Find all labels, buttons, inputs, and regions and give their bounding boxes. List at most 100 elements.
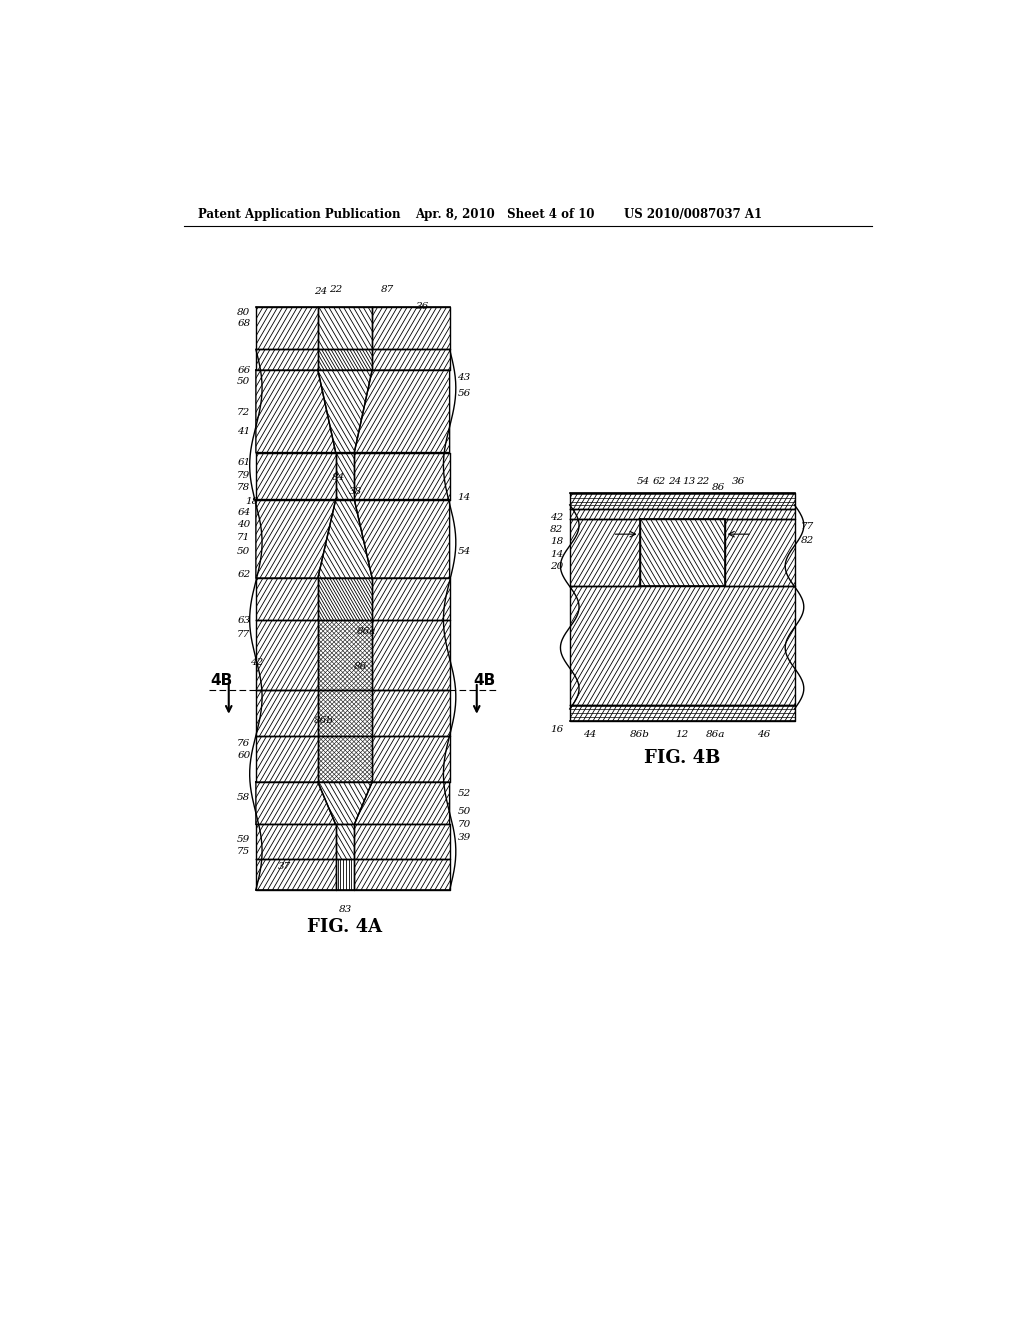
Text: 72: 72 <box>238 408 251 417</box>
Text: 24: 24 <box>669 478 682 486</box>
Text: 80: 80 <box>238 308 251 317</box>
Text: 64: 64 <box>238 508 251 517</box>
Text: 70: 70 <box>458 820 471 829</box>
PathPatch shape <box>372 308 450 350</box>
Text: 63: 63 <box>238 616 251 624</box>
Text: 20: 20 <box>550 562 563 572</box>
Text: 82: 82 <box>550 525 563 535</box>
Text: 75: 75 <box>238 847 251 855</box>
PathPatch shape <box>372 620 450 689</box>
Text: 38: 38 <box>349 487 362 495</box>
PathPatch shape <box>317 308 372 350</box>
PathPatch shape <box>372 578 450 620</box>
Text: 18: 18 <box>245 496 258 506</box>
Text: 40: 40 <box>238 520 251 528</box>
Text: 86a: 86a <box>706 730 725 739</box>
PathPatch shape <box>372 689 450 737</box>
PathPatch shape <box>354 781 450 825</box>
PathPatch shape <box>569 519 640 586</box>
Text: 86a: 86a <box>356 627 376 636</box>
PathPatch shape <box>256 620 317 689</box>
PathPatch shape <box>569 494 795 508</box>
Text: 71: 71 <box>238 533 251 541</box>
Text: 86b: 86b <box>313 715 334 725</box>
PathPatch shape <box>354 370 450 453</box>
PathPatch shape <box>372 737 450 781</box>
Text: 76: 76 <box>238 739 251 748</box>
Text: 12: 12 <box>676 730 689 739</box>
Text: 14: 14 <box>458 492 471 502</box>
PathPatch shape <box>317 689 372 737</box>
Text: 42: 42 <box>550 512 563 521</box>
Text: 60: 60 <box>238 751 251 759</box>
Text: 68: 68 <box>238 319 251 329</box>
PathPatch shape <box>256 308 317 350</box>
PathPatch shape <box>256 499 336 578</box>
PathPatch shape <box>317 499 372 578</box>
Text: 83: 83 <box>338 904 351 913</box>
Text: 24: 24 <box>313 288 327 296</box>
PathPatch shape <box>336 453 354 499</box>
PathPatch shape <box>725 519 795 586</box>
PathPatch shape <box>317 620 372 689</box>
PathPatch shape <box>317 737 372 781</box>
PathPatch shape <box>354 825 450 859</box>
PathPatch shape <box>317 689 372 737</box>
Text: 4B: 4B <box>210 673 232 688</box>
PathPatch shape <box>256 370 336 453</box>
PathPatch shape <box>256 737 317 781</box>
PathPatch shape <box>256 689 317 737</box>
PathPatch shape <box>354 453 450 499</box>
Text: 43: 43 <box>458 374 471 383</box>
PathPatch shape <box>317 781 372 825</box>
Text: 41: 41 <box>238 428 251 436</box>
PathPatch shape <box>569 705 795 721</box>
Text: 87: 87 <box>381 285 394 294</box>
Text: 16: 16 <box>550 725 563 734</box>
PathPatch shape <box>336 825 354 859</box>
PathPatch shape <box>569 586 795 705</box>
Text: 13: 13 <box>682 478 695 486</box>
Text: 86: 86 <box>354 663 368 671</box>
Text: 56: 56 <box>458 389 471 397</box>
Text: 37: 37 <box>278 862 291 871</box>
Text: 86b: 86b <box>630 730 649 739</box>
Text: Apr. 8, 2010   Sheet 4 of 10: Apr. 8, 2010 Sheet 4 of 10 <box>415 209 594 222</box>
Text: 44: 44 <box>584 730 597 739</box>
PathPatch shape <box>256 350 317 370</box>
Text: 58: 58 <box>238 793 251 803</box>
Text: 22: 22 <box>696 478 710 486</box>
PathPatch shape <box>336 859 354 890</box>
Text: 42: 42 <box>251 659 263 667</box>
PathPatch shape <box>569 508 795 519</box>
PathPatch shape <box>354 859 450 890</box>
PathPatch shape <box>317 578 372 620</box>
Text: 39: 39 <box>458 833 471 842</box>
Text: 22: 22 <box>329 285 342 294</box>
Text: 86: 86 <box>712 483 725 491</box>
Text: US 2010/0087037 A1: US 2010/0087037 A1 <box>624 209 762 222</box>
Text: 77: 77 <box>801 521 814 531</box>
Text: 77: 77 <box>238 630 251 639</box>
Text: 78: 78 <box>238 483 251 492</box>
PathPatch shape <box>256 453 336 499</box>
PathPatch shape <box>317 370 372 453</box>
Text: 66: 66 <box>238 366 251 375</box>
PathPatch shape <box>256 578 317 620</box>
PathPatch shape <box>354 499 450 578</box>
Text: FIG. 4A: FIG. 4A <box>307 919 383 936</box>
PathPatch shape <box>256 859 336 890</box>
Text: 14: 14 <box>550 549 563 558</box>
Text: 84: 84 <box>332 474 345 482</box>
Text: 52: 52 <box>458 789 471 799</box>
Text: 50: 50 <box>238 546 251 556</box>
Text: 46: 46 <box>757 730 770 739</box>
PathPatch shape <box>317 350 372 370</box>
Text: 50: 50 <box>238 378 251 387</box>
Text: 79: 79 <box>238 471 251 480</box>
Text: 62: 62 <box>238 570 251 578</box>
Text: 54: 54 <box>637 478 650 486</box>
PathPatch shape <box>317 737 372 781</box>
PathPatch shape <box>569 494 795 508</box>
Text: 54: 54 <box>458 546 471 556</box>
